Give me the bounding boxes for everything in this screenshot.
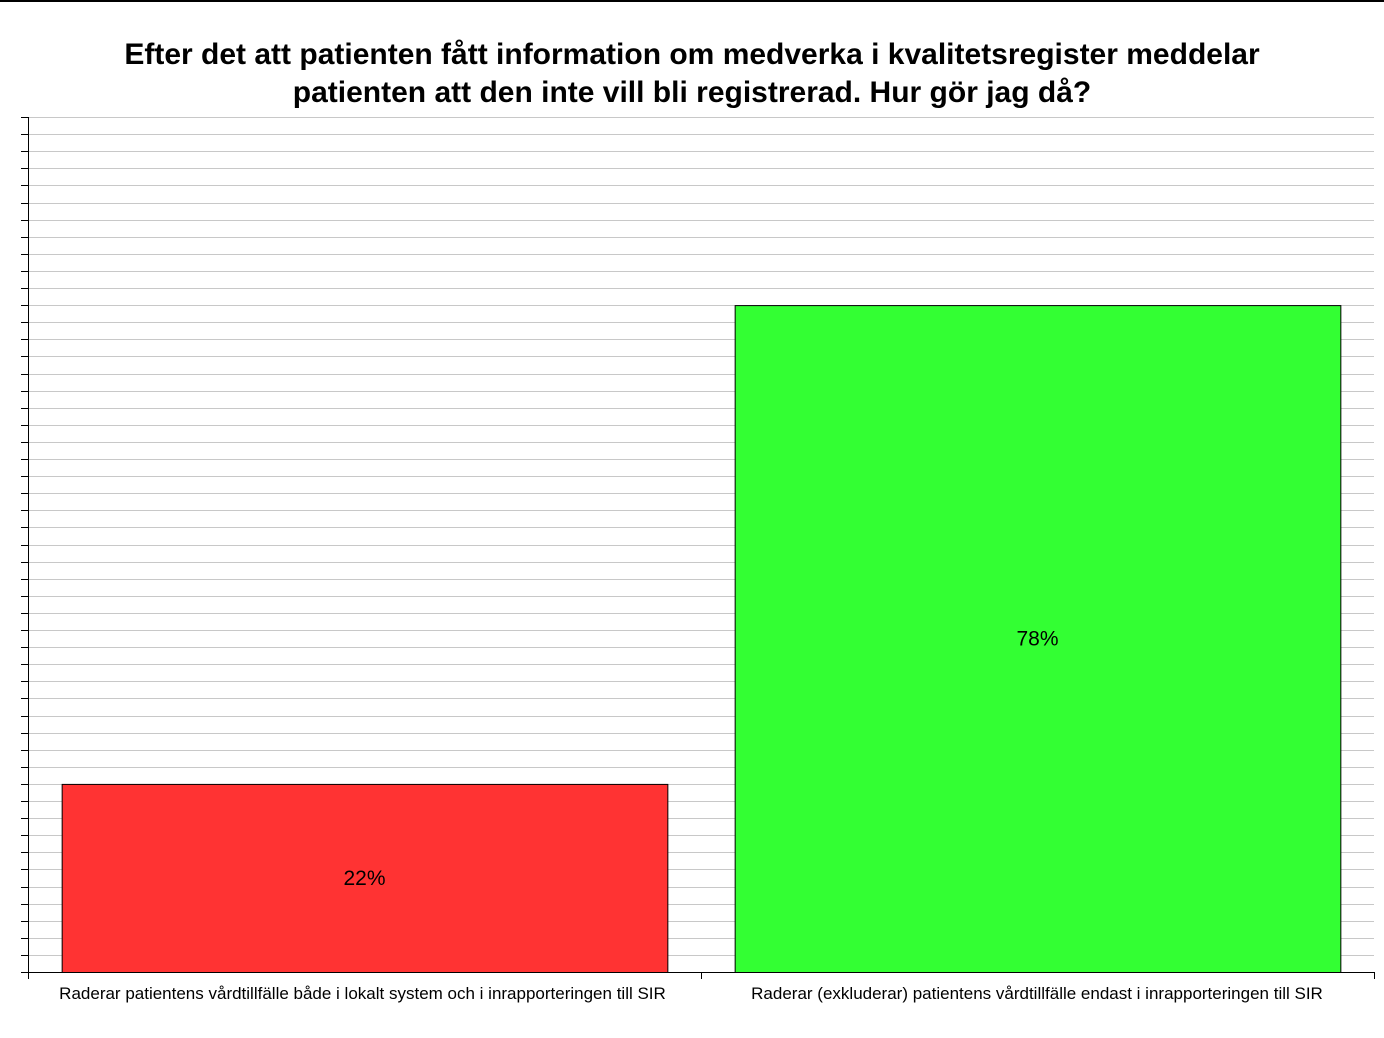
category-label-0: Raderar patientens vårdtillfälle både i … <box>59 984 666 1003</box>
chart-title-line-2: patienten att den inte vill bli registre… <box>292 76 1092 109</box>
chart-title-line-1: Efter det att patienten fått information… <box>124 38 1260 71</box>
bar-value-label-1: 78% <box>1016 628 1058 651</box>
bar-0 <box>61 783 669 974</box>
top-border <box>0 0 1384 2</box>
chart-title: Efter det att patienten fått information… <box>0 36 1384 112</box>
bar-1 <box>734 305 1342 974</box>
category-label-1: Raderar (exkluderar) patientens vårdtill… <box>751 984 1323 1003</box>
bar-value-label-0: 22% <box>343 867 385 890</box>
